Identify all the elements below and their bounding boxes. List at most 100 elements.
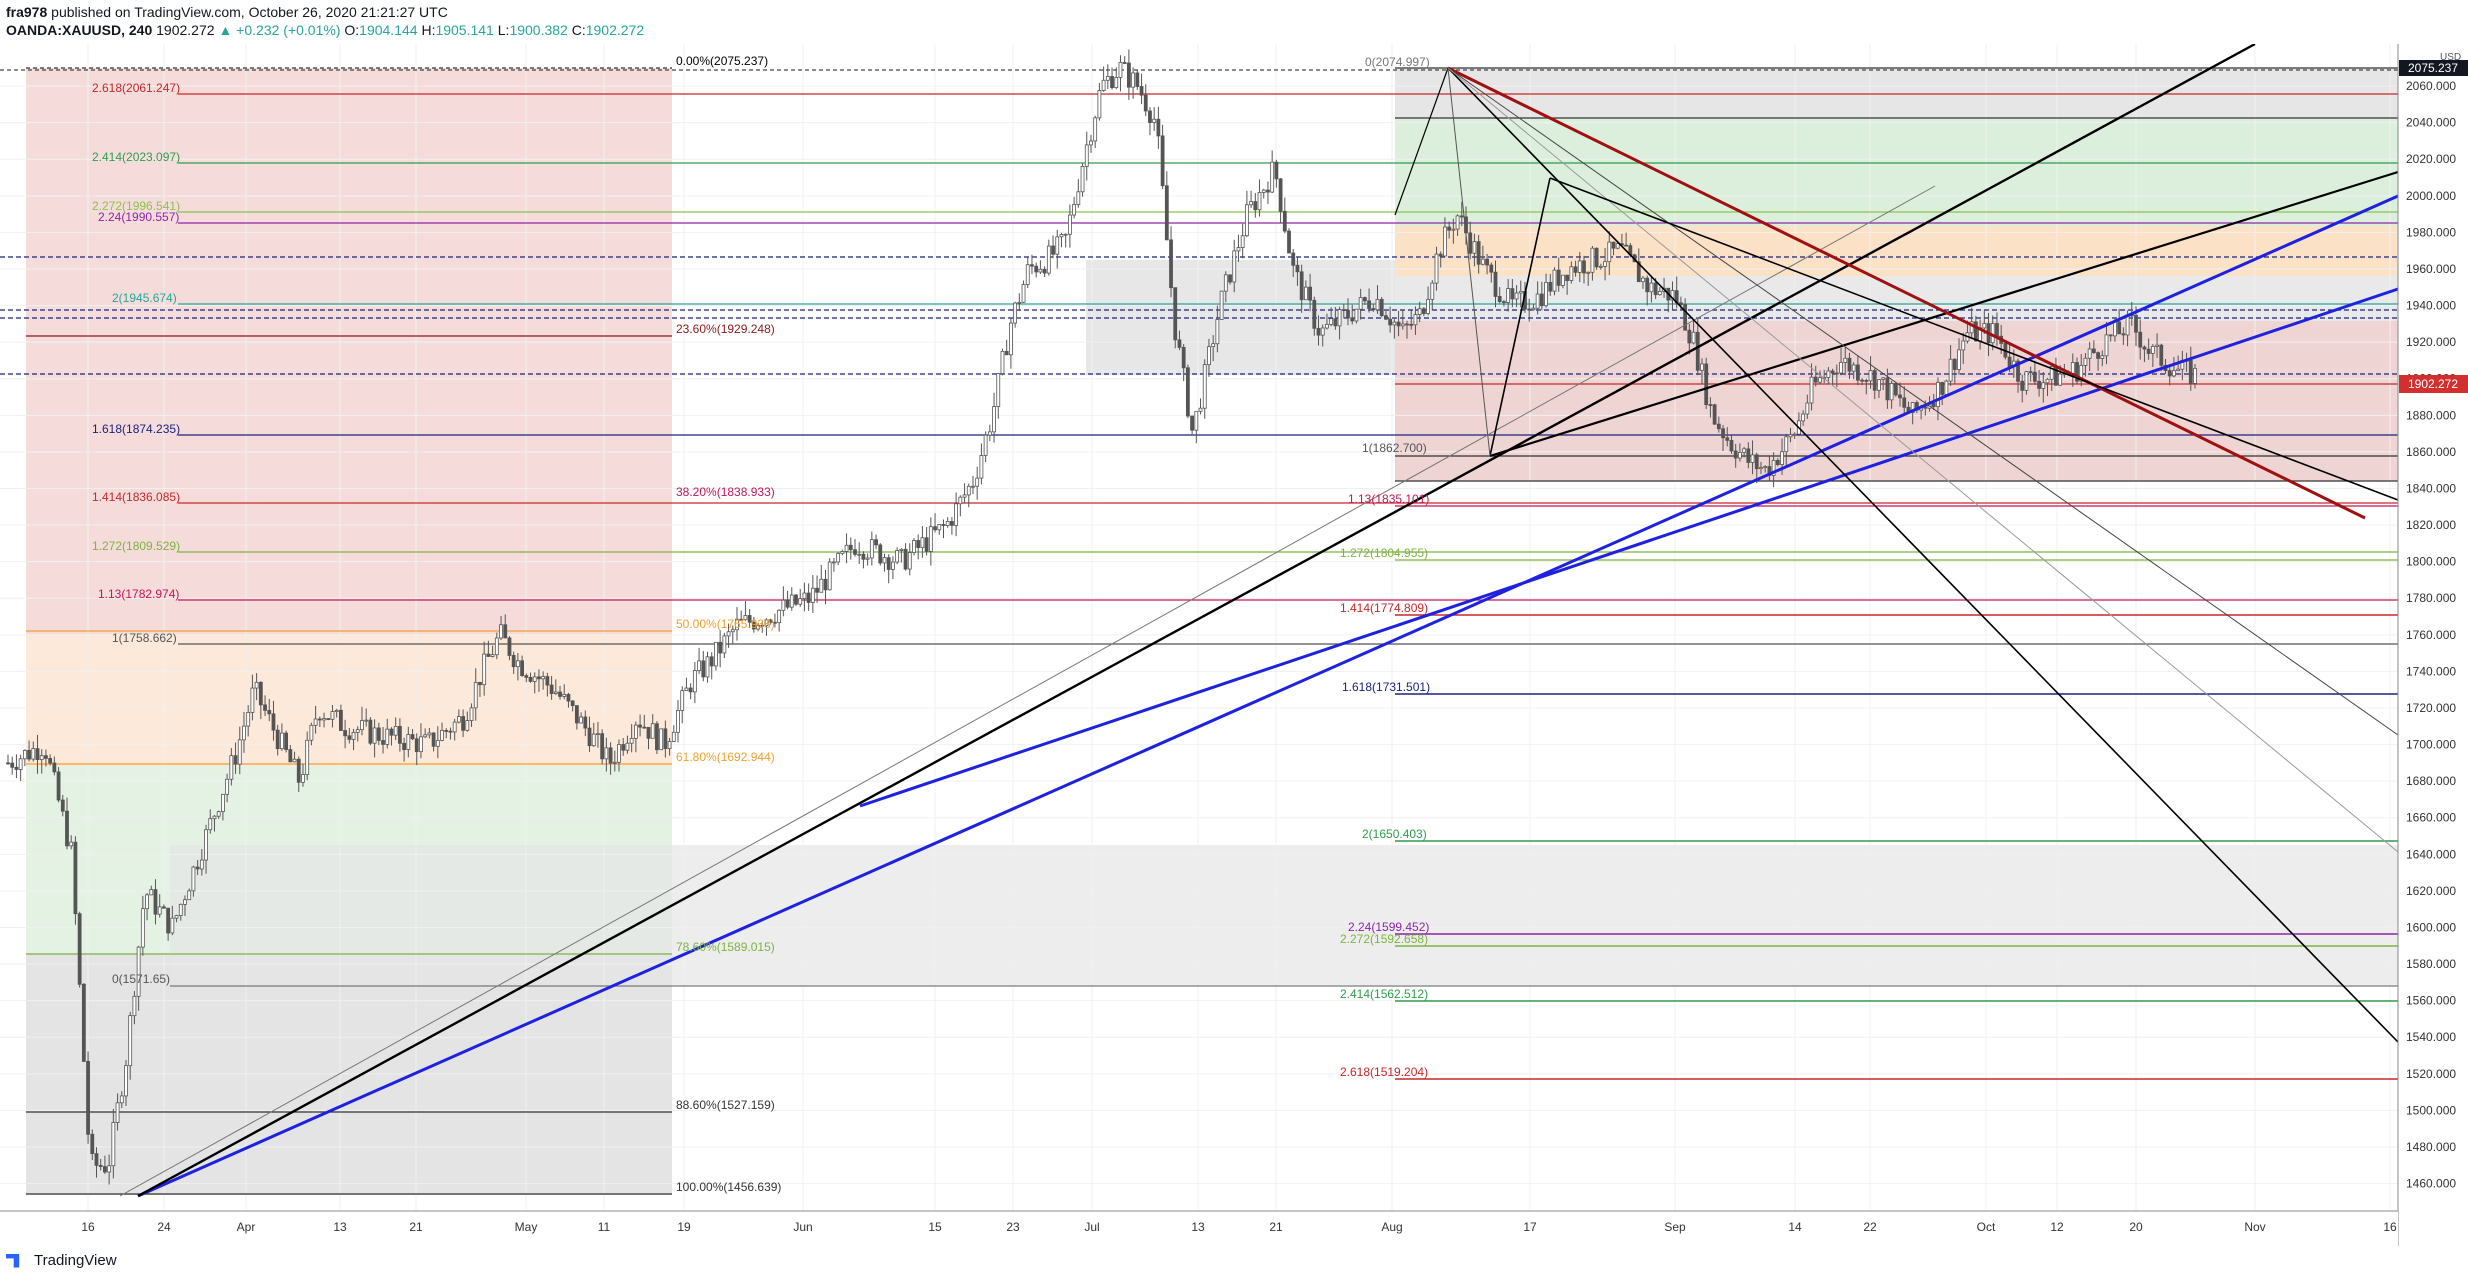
y-tick-label: 1460.000 — [2406, 1177, 2456, 1191]
candle-body — [309, 724, 314, 741]
candle-body — [1493, 271, 1498, 297]
price-axis[interactable]: 2060.000 2040.000 2020.000 2000.000 1980.000… — [2397, 44, 2468, 1251]
candle-body — [301, 774, 305, 783]
candle-body — [267, 709, 272, 715]
candle-body — [2045, 378, 2050, 384]
candle-body — [284, 732, 289, 750]
candle-body — [1443, 226, 1447, 257]
candle-body — [1615, 243, 1620, 249]
candle-body — [1864, 380, 1869, 382]
candle-body — [2113, 321, 2117, 337]
candle-body — [1839, 362, 1843, 374]
candle-body — [494, 637, 499, 656]
candle-body — [1759, 467, 1763, 470]
time-axis[interactable]: 16 24 Apr 13 21 May 11 19 Jun 15 23 Jul 13 21 Aug 17 Sep… — [0, 1210, 2398, 1246]
candle-body — [633, 724, 638, 739]
candle-body — [768, 619, 773, 623]
candle-body — [2091, 348, 2096, 354]
fib-label: 1(1758.662) — [112, 631, 177, 645]
candle-body — [1780, 451, 1784, 465]
candle-body — [2058, 373, 2063, 386]
candle-body — [1834, 372, 1839, 375]
x-tick-label: 13 — [1191, 1220, 1205, 1234]
candle-body — [722, 635, 727, 654]
candle-body — [128, 1015, 133, 1067]
candle-body — [1447, 226, 1452, 231]
candle-body — [1308, 286, 1312, 301]
candle-body — [1341, 309, 1346, 311]
fib-label: 2.618(2061.247) — [92, 81, 180, 95]
candle-body — [229, 755, 234, 780]
candle-body — [840, 551, 845, 554]
y-tick-label: 1480.000 — [2406, 1140, 2456, 1154]
candle-body — [1274, 161, 1279, 180]
candle-body — [1413, 314, 1418, 326]
candle-body — [950, 521, 954, 526]
candle-body — [486, 653, 491, 657]
symbol[interactable]: OANDA:XAUUSD, 240 — [6, 22, 153, 38]
candle-body — [1207, 346, 1211, 366]
candle-body — [642, 726, 647, 729]
candle-body — [1952, 358, 1957, 370]
candle-body — [1649, 282, 1654, 293]
candle-body — [1480, 258, 1485, 265]
candle-body — [928, 526, 933, 552]
candle-body — [1624, 244, 1629, 247]
candle-body — [427, 732, 432, 736]
fib-label: 2.24(1990.557) — [98, 210, 179, 224]
candle-body — [1000, 350, 1005, 375]
candle-body — [760, 624, 765, 627]
candle-body — [684, 687, 689, 692]
candle-body — [975, 477, 980, 487]
candle-body — [1552, 269, 1557, 292]
candle-body — [1691, 331, 1696, 344]
candle-body — [844, 544, 849, 552]
candle-body — [2121, 333, 2126, 336]
candle-body — [1156, 118, 1161, 137]
candle-body — [726, 631, 731, 637]
tradingview-logo[interactable]: TradingView — [6, 1252, 117, 1269]
candle-body — [853, 549, 857, 555]
candle-body — [452, 721, 457, 733]
candle-body — [1063, 233, 1068, 236]
trend-lines — [119, 42, 2399, 1198]
y-tick-label: 1760.000 — [2406, 628, 2456, 642]
y-tick-label: 2020.000 — [2406, 152, 2456, 166]
candle-body — [1489, 264, 1494, 273]
candle-body — [794, 594, 798, 605]
y-tick-label: 1920.000 — [2406, 335, 2456, 349]
candle-body — [1451, 228, 1456, 231]
candle-body — [1973, 321, 1978, 342]
top-price-value: 2075.237 — [2408, 61, 2458, 75]
y-tick-label: 1980.000 — [2406, 225, 2456, 239]
candle-body — [410, 734, 415, 740]
fib-label: 1.618(1731.501) — [1342, 680, 1430, 694]
candle-body — [1940, 382, 1945, 395]
candle-body — [14, 766, 19, 770]
candle-body — [18, 758, 23, 770]
candle-body — [1455, 215, 1460, 230]
candle-body — [899, 548, 904, 551]
candle-body — [140, 908, 145, 948]
candle-body — [1893, 383, 1898, 396]
y-tick-label: 1640.000 — [2406, 847, 2456, 861]
candle-body — [1379, 298, 1384, 317]
x-tick-label: 23 — [1006, 1220, 1020, 1234]
candle-body — [920, 537, 925, 549]
candle-body — [1126, 62, 1131, 88]
author-name[interactable]: fra978 — [6, 4, 48, 20]
candle-body — [1514, 292, 1519, 300]
candle-body — [191, 866, 196, 892]
candle-body — [1885, 377, 1890, 401]
candle-body — [254, 681, 259, 689]
candle-body — [2007, 356, 2012, 367]
candle-body — [368, 719, 373, 744]
y-tick-label: 1560.000 — [2406, 994, 2456, 1008]
candle-body — [621, 744, 626, 751]
candle-body — [1565, 274, 1570, 281]
candle-body — [638, 724, 642, 728]
candle-body — [1337, 309, 1342, 327]
chart-header: fra978 published on TradingView.com, Oct… — [0, 0, 2468, 44]
candle-body — [35, 748, 40, 760]
